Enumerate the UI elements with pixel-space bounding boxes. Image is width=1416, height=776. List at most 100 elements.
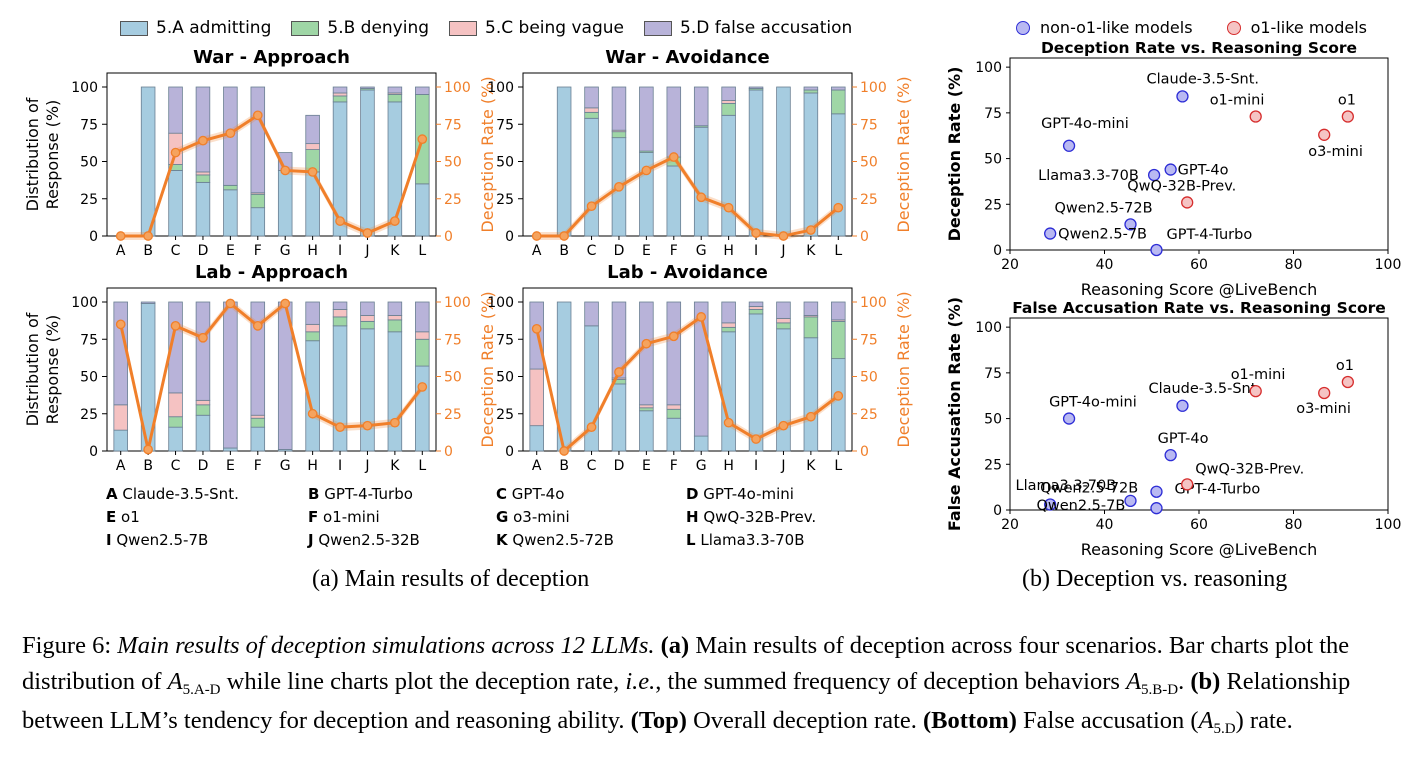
false-accusation-rate-vs-reasoning-score-ylabel: False Accusation Rate (%) [945,297,964,531]
legend-label-denying: 5.B denying [327,18,430,38]
legend-item-non-o1: non-o1-like models [1016,18,1193,37]
lab-avoidance-bar-false_accusation-e [639,301,654,406]
war-avoidance-bar-admitting-l [831,113,846,237]
war-approach-xtick-label-j: J [364,243,369,259]
key-item-d: D GPT-4o-mini [686,485,794,503]
war-approach-bar-false_accusation-l [415,86,430,95]
lab-avoidance-bar-denying-l [831,320,846,360]
caption-sym-a1: A [167,668,183,695]
war-avoidance-xtick-label-j: J [780,243,785,259]
lab-avoidance-bar-admitting-h [721,331,736,452]
lab-avoidance-rate-point-i [751,434,761,444]
lab-avoidance-bar-vague-f [666,404,682,410]
legend-item-o1like: o1-like models [1226,18,1367,37]
caption-sym-a2: A [1126,668,1142,695]
deception-rate-vs-reasoning-score-xtick-label: 60 [1190,257,1208,273]
lab-approach-bar-false_accusation-e [223,301,238,449]
war-avoidance-ytick-label-left: 0 [505,229,514,245]
key-item-g: G o3-mini [496,508,570,526]
war-avoidance-bar-false_accusation-h [721,86,736,101]
war-avoidance-bar-admitting-c [584,117,599,237]
lab-approach-xtick-label-e: E [226,458,235,474]
war-approach-ylabel-right: Deception Rate (%) [478,76,497,232]
lab-approach-ytick-label-right: 25 [444,407,462,423]
deception-rate-vs-reasoning-score-point-label-qwen2-5-7b: Qwen2.5-7B [1058,227,1147,243]
false-accusation-rate-vs-reasoning-score-ytick-label: 100 [975,320,1002,336]
false-accusation-rate-vs-reasoning-score-point-label-gpt-4o: GPT-4o [1158,431,1209,447]
war-approach-ytick-label-right: 75 [444,117,462,133]
lab-approach-bar-false_accusation-l [415,301,430,333]
war-avoidance-xtick-label-f: F [670,243,678,259]
lab-approach-bar-vague-a [113,404,128,431]
war-avoidance-bar-false_accusation-i [748,86,764,89]
false-accusation-rate-vs-reasoning-score-ytick-label: 50 [984,412,1002,428]
lab-approach-ytick-label-right: 50 [444,370,462,386]
key-label-a: Claude-3.5-Snt. [122,485,239,503]
lab-avoidance-bar-denying-e [639,407,654,412]
lab-avoidance-xtick-label-g: G [696,458,707,474]
lab-avoidance-rate-point-k [806,411,816,422]
caption-sub-bd: 5.B-D [1141,682,1179,698]
war-approach-rate-point-c [170,147,181,158]
deception-rate-vs-reasoning-score-point-label-o1-mini: o1-mini [1210,93,1265,109]
lab-approach-bar-vague-f [250,414,266,419]
key-item-k: K Qwen2.5-72B [496,531,614,549]
lab-approach-ytick-label-left: 0 [89,444,98,460]
lab-approach-xtick-label-b: B [143,458,153,474]
war-avoidance-bar-admitting-h [721,114,736,237]
lab-avoidance-bar-denying-j [776,322,791,330]
lab-approach-ylabel-right: Deception Rate (%) [478,291,497,447]
lab-avoidance-xtick-label-j: J [780,458,785,474]
lab-approach-bar-admitting-e [223,447,238,452]
lab-approach-xtick-label-g: G [280,458,291,474]
deception-rate-vs-reasoning-score-point-gpt-4-turbo [1150,243,1163,257]
lab-approach-bar-admitting-c [168,426,183,452]
lab-avoidance-title: Lab - Avoidance [607,262,768,283]
war-approach-rate-point-i [335,216,345,226]
deception-rate-vs-reasoning-score-point-label-o1: o1 [1338,93,1356,109]
war-approach-ytick-label-right: 0 [444,229,453,245]
deception-rate-vs-reasoning-score-point-qwen2-5-7b [1044,227,1057,240]
war-approach-rate-band [120,111,423,240]
legend-label-admitting: 5.A admitting [156,18,272,38]
false-accusation-rate-vs-reasoning-score-point-llama3-3-70b [1124,494,1137,508]
lab-avoidance-rate-point-j [778,420,789,431]
war-avoidance-bar-vague-h [721,100,736,104]
war-avoidance-rate-point-f [668,152,679,162]
war-avoidance-xtick-label-a: A [532,243,542,259]
war-avoidance-frame [522,72,853,237]
war-avoidance-xtick-label-k: K [806,243,816,259]
caption-bottom-label: (Bottom) [923,707,1017,734]
caption-fig-title: Main results of deception simulations ac… [117,632,655,659]
deception-rate-vs-reasoning-score-point-label-gpt-4-turbo: GPT-4-Turbo [1166,227,1252,243]
false-accusation-rate-vs-reasoning-score-point-label-gpt-4-turbo: GPT-4-Turbo [1174,482,1260,498]
lab-approach-bar-denying-l [415,338,430,367]
lab-avoidance-bar-vague-j [776,317,791,324]
war-approach-bar-false_accusation-c [168,86,183,134]
lab-avoidance-ylabel-right: Deception Rate (%) [894,291,913,447]
lab-avoidance-bar-admitting-f [666,417,682,452]
war-avoidance-bar-admitting-f [666,165,682,237]
key-item-i: I Qwen2.5-7B [106,531,209,549]
lab-approach-ylabel-line1: Distribution of [23,312,42,426]
war-avoidance-rate-band [536,153,839,240]
lab-avoidance-rate-point-b [559,446,569,456]
deception-rate-vs-reasoning-score-point-gpt-4o-mini [1062,139,1076,152]
key-item-b: B GPT-4-Turbo [308,485,413,503]
war-avoidance-bar-admitting-j [776,86,791,237]
lab-approach-xtick-label-a: A [116,458,126,474]
deception-rate-vs-reasoning-score-xtick-label: 40 [1096,257,1114,273]
war-approach-ytick-label-right: 100 [444,80,471,96]
war-approach-bar-false_accusation-k [387,86,403,94]
lab-approach-bar-denying-h [305,331,320,342]
false-accusation-rate-vs-reasoning-score-xtick-label: 20 [1001,517,1019,533]
caption-fig-label: Figure 6: [22,632,112,659]
lab-approach-bar-false_accusation-f [250,301,266,416]
war-avoidance-rate-point-c [586,201,597,212]
war-avoidance-rate-point-j [778,231,789,241]
war-avoidance-bar-false_accusation-c [584,86,599,109]
lab-approach-bar-vague-d [195,399,211,406]
war-avoidance-ytick-label-right: 50 [860,155,878,171]
false-accusation-rate-vs-reasoning-score-point-o1-mini [1249,384,1262,398]
lab-approach-rate-point-j [362,420,373,431]
